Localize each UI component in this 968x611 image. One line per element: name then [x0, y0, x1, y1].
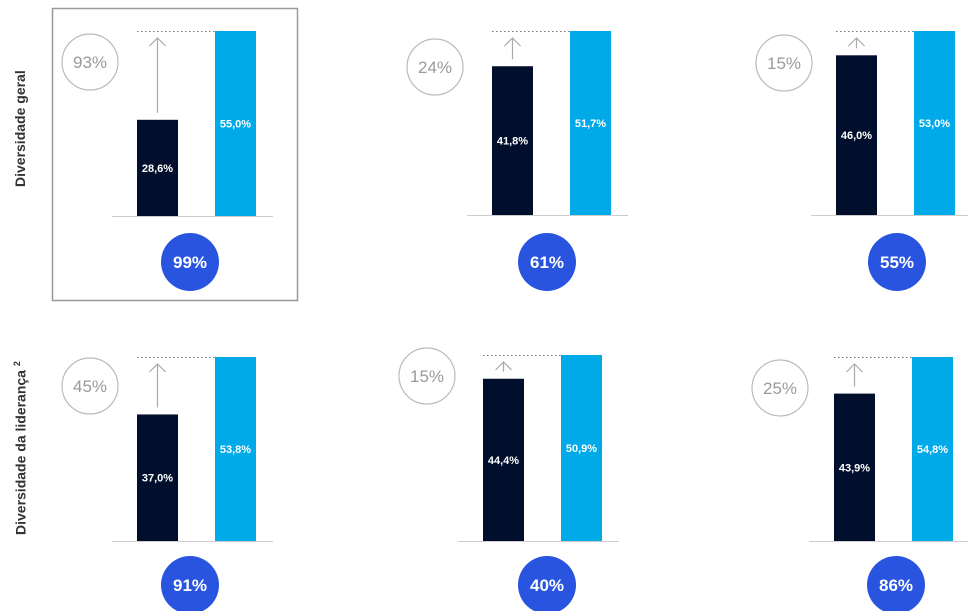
chart-panel-2: 41,8% 51,7% 24% 61%: [406, 31, 628, 291]
bar-before-label: 28,6%: [142, 163, 173, 175]
badge-circle: [868, 233, 926, 291]
bar-before: [137, 119, 178, 216]
increase-label: 25%: [763, 379, 797, 398]
increase-ring: [61, 33, 119, 91]
bar-after: [215, 31, 256, 216]
bar-before: [836, 55, 877, 216]
increase-label: 15%: [410, 367, 444, 386]
badge-label: 61%: [530, 253, 564, 272]
badge-circle: [518, 556, 576, 611]
increase-ring: [398, 347, 456, 405]
highlight-frame: [51, 7, 299, 302]
arrow-head: [149, 363, 166, 373]
badge-circle: [161, 556, 219, 611]
badge-label: 99%: [173, 253, 207, 272]
increase-ring: [755, 34, 813, 92]
badge-label: 86%: [879, 576, 913, 595]
bar-after: [914, 31, 955, 215]
bar-after: [215, 357, 256, 541]
chart-panel-6: 43,9% 54,8% 25% 86%: [751, 357, 968, 611]
bar-after: [912, 357, 953, 541]
increase-label: 45%: [73, 377, 107, 396]
bar-before: [834, 393, 875, 541]
arrow-head: [149, 37, 166, 47]
chart-panel-3: 46,0% 53,0% 15% 55%: [755, 31, 968, 291]
bar-before: [137, 414, 178, 541]
bar-after-label: 50,9%: [566, 443, 597, 455]
badge-circle: [518, 233, 576, 291]
arrow-head: [848, 37, 865, 47]
arrow-head: [504, 37, 521, 47]
arrow-head: [846, 363, 863, 373]
increase-label: 93%: [73, 53, 107, 72]
increase-ring: [406, 38, 464, 96]
badge-label: 91%: [173, 576, 207, 595]
chart-panel-4: 37,0% 53,8% 45% 91%: [61, 357, 273, 611]
bar-before-label: 37,0%: [142, 473, 173, 485]
bar-before-label: 41,8%: [497, 136, 528, 148]
bar-before: [483, 378, 524, 541]
bar-after-label: 53,0%: [919, 118, 950, 130]
chart-panel-5: 44,4% 50,9% 15% 40%: [398, 347, 619, 611]
bar-before-label: 43,9%: [839, 462, 870, 474]
increase-ring: [61, 357, 119, 415]
bar-after-label: 54,8%: [917, 444, 948, 456]
bar-before-label: 44,4%: [488, 455, 519, 467]
badge-label: 55%: [880, 253, 914, 272]
badge-circle: [867, 556, 925, 611]
badge-label: 40%: [530, 576, 564, 595]
bar-after-label: 53,8%: [220, 444, 251, 456]
increase-label: 15%: [767, 54, 801, 73]
bar-after: [570, 31, 611, 215]
badge-circle: [161, 233, 219, 291]
bar-after-label: 51,7%: [575, 118, 606, 130]
bar-before-label: 46,0%: [841, 130, 872, 142]
increase-label: 24%: [418, 58, 452, 77]
increase-ring: [751, 359, 809, 417]
bar-after-label: 55,0%: [220, 119, 251, 131]
arrow-head: [495, 361, 512, 371]
chart-panel-1: 28,6% 55,0% 93% 99%: [61, 31, 273, 291]
bar-before: [492, 66, 533, 215]
bar-after: [561, 355, 602, 541]
